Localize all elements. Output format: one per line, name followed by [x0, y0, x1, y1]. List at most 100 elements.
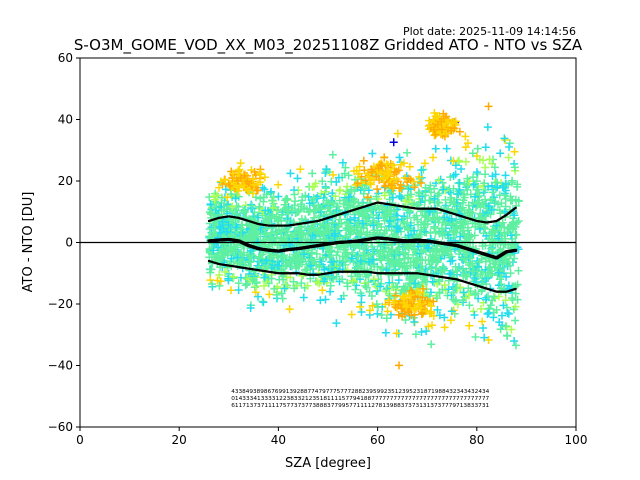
scatter-point	[267, 205, 276, 214]
scatter-point	[419, 223, 428, 232]
scatter-point	[449, 171, 458, 180]
scatter-point	[239, 206, 248, 215]
series-marker	[514, 206, 517, 209]
scatter-point	[490, 163, 499, 172]
scatter-point	[454, 189, 463, 198]
scatter-point	[351, 285, 360, 294]
scatter-point	[324, 222, 333, 231]
scatter-point	[374, 249, 383, 258]
scatter-point	[374, 303, 382, 312]
scatter-point	[468, 259, 477, 268]
scatter-point	[487, 244, 496, 253]
scatter-point	[205, 224, 214, 233]
scatter-point	[368, 242, 377, 251]
scatter-point	[393, 223, 402, 232]
scatter-point	[499, 301, 508, 310]
scatter-point	[452, 223, 461, 232]
scatter-point-hotspot	[410, 183, 419, 192]
scatter-point	[294, 262, 303, 271]
scatter-point	[231, 194, 240, 203]
scatter-point	[262, 215, 271, 224]
scatter-point	[476, 209, 485, 218]
scatter-point	[436, 268, 445, 277]
scatter-point	[404, 254, 413, 263]
scatter-point	[424, 243, 433, 252]
scatter-point	[307, 248, 316, 257]
scatter-point	[250, 271, 259, 280]
scatter-point	[446, 257, 455, 266]
scatter-point	[463, 223, 472, 232]
scatter-point	[256, 194, 265, 203]
scatter-point	[511, 289, 520, 298]
scatter-point	[410, 226, 419, 235]
scatter-point	[282, 283, 291, 292]
scatter-point	[513, 295, 522, 304]
scatter-point	[272, 212, 281, 221]
scatter-point	[272, 229, 281, 237]
scatter-point	[213, 191, 222, 200]
scatter-point	[253, 261, 262, 270]
scatter-point-hotspot	[415, 288, 424, 297]
scatter-point	[205, 193, 214, 202]
scatter-point	[366, 306, 375, 315]
scatter-point	[437, 224, 446, 233]
scatter-point	[272, 251, 281, 260]
scatter-point	[302, 260, 311, 269]
scatter-point	[249, 275, 258, 284]
scatter-point	[417, 248, 426, 257]
scatter-point	[377, 311, 386, 320]
scatter-point	[362, 283, 371, 292]
scatter-point	[511, 341, 520, 350]
scatter-point	[286, 169, 295, 178]
scatter-point	[306, 274, 315, 283]
series-mean-1-std	[207, 259, 517, 293]
scatter-point	[277, 262, 286, 271]
scatter-point	[334, 173, 343, 182]
scatter-point	[278, 294, 287, 303]
scatter-point	[318, 221, 327, 230]
scatter-point	[447, 307, 456, 316]
scatter-point	[505, 139, 514, 148]
scatter-point	[298, 192, 307, 201]
scatter-point	[253, 292, 262, 301]
scatter-point	[483, 309, 492, 318]
scatter-point	[416, 264, 425, 273]
scatter-point	[442, 144, 451, 153]
scatter-point	[468, 198, 477, 207]
scatter-point	[343, 250, 352, 259]
scatter-point	[402, 262, 411, 271]
scatter-point	[481, 143, 490, 152]
scatter-point	[224, 274, 233, 283]
scatter-point	[338, 252, 347, 261]
scatter-point	[488, 237, 497, 246]
scatter-point	[357, 308, 366, 317]
scatter-point	[250, 283, 259, 292]
scatter-point-hotspot	[401, 292, 410, 301]
scatter-point	[417, 166, 426, 175]
scatter-point-hotspot	[351, 181, 360, 190]
scatter-point	[207, 279, 216, 288]
scatter-point	[510, 254, 519, 263]
scatter-point	[335, 215, 344, 224]
scatter-point	[440, 313, 449, 322]
scatter-point	[226, 286, 235, 295]
scatter-point	[326, 281, 335, 290]
scatter-point-hotspot	[450, 124, 459, 133]
scatter-point-hotspot	[359, 156, 368, 165]
scatter-point-hotspot	[427, 309, 436, 318]
scatter-point-hotspot	[406, 291, 415, 300]
scatter-point	[390, 213, 399, 222]
scatter-point	[331, 229, 340, 238]
scatter-point	[218, 217, 227, 226]
scatter-point	[471, 333, 480, 342]
scatter-point	[309, 193, 318, 202]
scatter-point	[210, 195, 219, 204]
scatter-point	[425, 185, 434, 194]
scatter-point	[224, 200, 233, 209]
scatter-point	[318, 177, 327, 186]
scatter-point	[501, 296, 510, 305]
scatter-point	[457, 165, 466, 174]
x-tick-label: 40	[271, 433, 286, 447]
scatter-point	[259, 207, 268, 216]
scatter-point	[286, 273, 295, 282]
